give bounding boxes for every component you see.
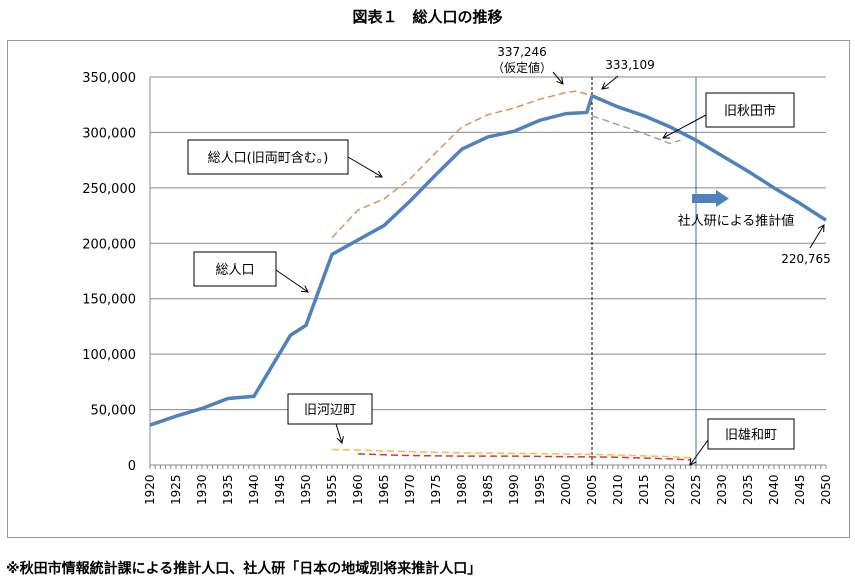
label-old-akita-box xyxy=(705,92,795,128)
arrow-line xyxy=(275,269,309,293)
x-tick-label: 2030 xyxy=(715,474,729,505)
arrow-head xyxy=(817,224,825,233)
arrow-head xyxy=(689,457,697,466)
arrow-head xyxy=(300,285,309,293)
label-2005-value: 333,109 xyxy=(605,58,655,72)
x-tick-label: 2020 xyxy=(663,474,677,505)
forecast-arrow-head xyxy=(716,190,729,207)
label-total-box xyxy=(193,251,277,287)
x-tick-label: 1995 xyxy=(533,474,547,505)
x-tick-label: 1945 xyxy=(273,474,287,505)
arrow-line xyxy=(689,439,709,466)
x-tick-label: 2045 xyxy=(793,474,807,505)
y-tick-label: 350,000 xyxy=(82,71,136,86)
label-peak-note: （仮定値） xyxy=(492,60,552,75)
arrow-head xyxy=(374,170,383,178)
x-tick-label: 2040 xyxy=(767,474,781,505)
label-total: 総人口 xyxy=(215,263,254,278)
x-tick-label: 1980 xyxy=(455,474,469,505)
label-total-incl-towns-box xyxy=(187,139,349,175)
arrow-line xyxy=(347,156,383,178)
series-line xyxy=(331,90,593,239)
forecast-arrow-icon xyxy=(692,194,716,203)
label-yuwa-box xyxy=(707,418,795,450)
y-tick-label: 50,000 xyxy=(91,404,137,419)
series-line xyxy=(591,115,681,145)
x-tick-label: 2025 xyxy=(689,474,703,505)
x-tick-label: 1965 xyxy=(377,474,391,505)
series-line xyxy=(149,93,827,427)
x-tick-label: 1935 xyxy=(221,474,235,505)
y-tick-label: 250,000 xyxy=(82,182,136,197)
label-yuwa: 旧雄和町 xyxy=(725,428,777,443)
x-tick-label: 2000 xyxy=(559,474,573,505)
x-tick-label: 1975 xyxy=(429,474,443,505)
y-tick-label: 200,000 xyxy=(82,237,136,252)
arrow-head xyxy=(556,77,564,85)
label-peak-value: 337,246 xyxy=(497,45,547,59)
label-kawabe: 旧河辺町 xyxy=(304,403,356,418)
arrow-line xyxy=(335,423,343,444)
label-forecast: 社人研による推計値 xyxy=(678,213,795,229)
x-tick-label: 1950 xyxy=(299,474,313,505)
label-total-incl-towns: 総人口(旧両町含む。) xyxy=(208,150,329,166)
x-tick-label: 1925 xyxy=(169,474,183,505)
label-old-akita: 旧秋田市 xyxy=(724,103,776,119)
x-tick-label: 1960 xyxy=(351,474,365,505)
y-tick-label: 300,000 xyxy=(82,126,136,141)
arrow-head xyxy=(662,131,671,139)
x-tick-label: 2015 xyxy=(637,474,651,505)
x-tick-label: 1940 xyxy=(247,474,261,505)
x-tick-label: 1990 xyxy=(507,474,521,505)
footnote: ※秋田市情報統計課による推計人口、社人研「日本の地域別将来推計人口」 xyxy=(6,561,482,577)
chart-frame xyxy=(7,40,850,538)
label-2050-value: 220,765 xyxy=(781,252,831,266)
x-tick-label: 2050 xyxy=(819,474,833,505)
y-tick-label: 0 xyxy=(128,459,136,474)
x-tick-label: 1920 xyxy=(143,474,157,505)
series-line xyxy=(357,453,691,461)
series-line xyxy=(331,448,691,459)
x-tick-label: 1970 xyxy=(403,474,417,505)
arrow-head xyxy=(601,82,609,90)
x-tick-label: 2035 xyxy=(741,474,755,505)
label-kawabe-box xyxy=(287,393,373,425)
arrow-head xyxy=(336,436,344,444)
x-tick-label: 2010 xyxy=(611,474,625,505)
x-tick-label: 1955 xyxy=(325,474,339,505)
arrow-line xyxy=(601,75,619,90)
x-tick-label: 2005 xyxy=(585,474,599,505)
x-tick-label: 1985 xyxy=(481,474,495,505)
y-tick-label: 150,000 xyxy=(82,293,136,308)
x-tick-label: 1930 xyxy=(195,474,209,505)
arrow-line xyxy=(809,224,825,249)
y-tick-label: 100,000 xyxy=(82,348,136,363)
chart-title: 図表１ 総人口の推移 xyxy=(352,8,503,26)
arrow-line xyxy=(552,71,564,85)
arrow-line xyxy=(662,114,707,139)
